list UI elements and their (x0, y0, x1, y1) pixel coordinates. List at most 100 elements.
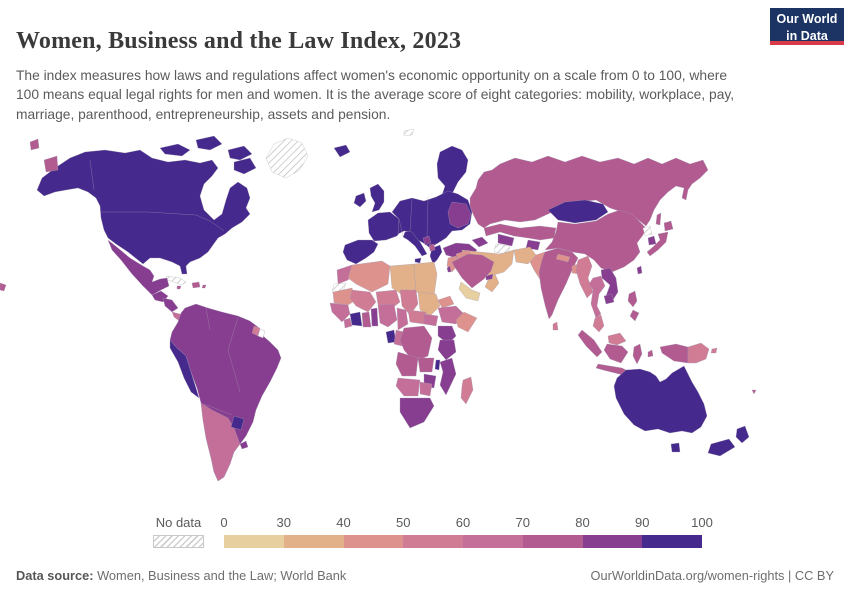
region-argentina-chile[interactable] (200, 402, 241, 482)
region-sakhalin[interactable] (655, 212, 662, 226)
region-taiwan[interactable] (636, 265, 643, 275)
region-balkans-south[interactable] (428, 243, 436, 252)
country-border-line (100, 211, 225, 232)
region-madagascar[interactable] (460, 376, 474, 405)
region-paraguay[interactable] (230, 415, 245, 431)
region-pacific-islets-wrap[interactable] (0, 282, 7, 292)
region-mauritania[interactable] (332, 287, 357, 306)
legend-segment-0-30[interactable] (224, 535, 284, 548)
region-cambodia[interactable] (603, 293, 615, 305)
country-border-line (409, 198, 413, 232)
legend-segment-60-70[interactable] (463, 535, 523, 548)
region-russia-wrap-west[interactable] (29, 138, 59, 173)
region-myanmar[interactable] (575, 255, 594, 299)
region-israel[interactable] (446, 265, 452, 273)
region-togo-benin[interactable] (370, 307, 379, 327)
region-botswana[interactable] (419, 381, 433, 397)
country-border-line (203, 403, 233, 416)
legend-tick-90: 90 (635, 515, 650, 530)
legend-segment-50-60[interactable] (403, 535, 463, 548)
region-oman[interactable] (484, 273, 500, 293)
region-caucasus[interactable] (471, 236, 489, 248)
legend-segment-80-90[interactable] (582, 535, 643, 548)
region-australia[interactable] (613, 365, 708, 434)
region-honduras-nicaragua[interactable] (162, 297, 179, 313)
region-papua-new-guinea[interactable] (687, 342, 718, 364)
region-malay-peninsula[interactable] (592, 314, 605, 333)
region-ireland[interactable] (353, 192, 367, 208)
legend-segment-40-50[interactable] (343, 535, 404, 548)
region-french-guiana[interactable] (257, 328, 266, 339)
region-moluccas[interactable] (647, 349, 654, 358)
legend-segment-70-80[interactable] (522, 535, 583, 548)
legend-tick-80: 80 (575, 515, 590, 530)
region-thailand[interactable] (588, 275, 606, 319)
region-greenland[interactable] (265, 137, 309, 179)
region-peru[interactable] (169, 339, 200, 399)
region-fiji[interactable] (751, 389, 757, 395)
region-new-zealand[interactable] (707, 425, 750, 457)
region-zambia[interactable] (417, 357, 435, 373)
region-sierra-leone-liberia[interactable] (343, 317, 353, 329)
owid-logo-line1: Our World (776, 12, 838, 26)
region-angola[interactable] (395, 351, 419, 377)
region-china[interactable] (544, 209, 647, 273)
region-arctic-islands[interactable] (159, 135, 257, 175)
region-uruguay[interactable] (239, 440, 249, 450)
region-nigeria[interactable] (377, 303, 398, 328)
region-uae[interactable] (485, 273, 494, 281)
region-kazakhstan[interactable] (483, 223, 557, 241)
region-uzbekistan[interactable] (497, 233, 515, 247)
region-ukraine-belarus[interactable] (447, 201, 472, 229)
region-sumatra[interactable] (577, 329, 603, 358)
region-central-african-republic[interactable] (407, 309, 427, 325)
region-yemen[interactable] (458, 281, 481, 302)
legend-segment-90-100[interactable] (642, 535, 702, 548)
region-sudan[interactable] (417, 291, 441, 317)
region-caribbean-islands[interactable] (176, 281, 207, 290)
region-chad[interactable] (399, 289, 419, 316)
region-iberia[interactable] (342, 239, 379, 265)
region-somalia[interactable] (455, 311, 478, 333)
region-india[interactable] (538, 247, 579, 320)
region-north-korea[interactable] (642, 225, 653, 237)
region-algeria[interactable] (347, 260, 391, 293)
region-eritrea-djibouti[interactable] (437, 295, 455, 309)
region-iceland[interactable] (333, 144, 351, 158)
legend-no-data-label: No data (155, 515, 202, 530)
region-papua-indonesia[interactable] (659, 343, 689, 364)
legend-segment-30-40[interactable] (283, 535, 344, 548)
legend-no-data-swatch[interactable] (153, 535, 204, 548)
region-cameroon[interactable] (396, 307, 409, 331)
region-saudi-arabia[interactable] (451, 253, 495, 289)
region-south-africa[interactable] (399, 397, 435, 429)
region-united-kingdom[interactable] (369, 183, 385, 213)
footer-link[interactable]: OurWorldinData.org/women-rights | CC BY (590, 568, 834, 583)
region-mongolia[interactable] (547, 199, 609, 224)
region-sulawesi[interactable] (632, 343, 643, 365)
region-russia[interactable] (469, 155, 709, 229)
owid-logo[interactable]: Our World in Data (770, 8, 844, 45)
region-ghana[interactable] (361, 311, 372, 328)
region-namibia[interactable] (395, 377, 421, 397)
region-malawi[interactable] (434, 359, 441, 371)
page-title: Women, Business and the Law Index, 2023 (16, 28, 462, 55)
region-south-sudan[interactable] (423, 313, 439, 327)
region-egypt[interactable] (413, 261, 438, 297)
region-mozambique[interactable] (439, 357, 457, 396)
region-tasmania[interactable] (670, 442, 681, 453)
region-cuba[interactable] (165, 275, 187, 286)
region-cote-divoire[interactable] (349, 311, 363, 327)
region-borneo-malaysia[interactable] (607, 332, 627, 346)
region-senegal-guinea[interactable] (329, 302, 351, 323)
legend-tick-30: 30 (276, 515, 291, 530)
region-svalbard[interactable] (403, 128, 415, 137)
region-philippines[interactable] (627, 290, 640, 322)
region-tanzania[interactable] (437, 339, 457, 361)
region-borneo-indonesia[interactable] (603, 343, 629, 364)
region-sri-lanka[interactable] (552, 321, 559, 331)
region-japan[interactable] (646, 220, 674, 257)
region-nepal[interactable] (555, 253, 571, 263)
region-south-korea[interactable] (647, 235, 657, 246)
